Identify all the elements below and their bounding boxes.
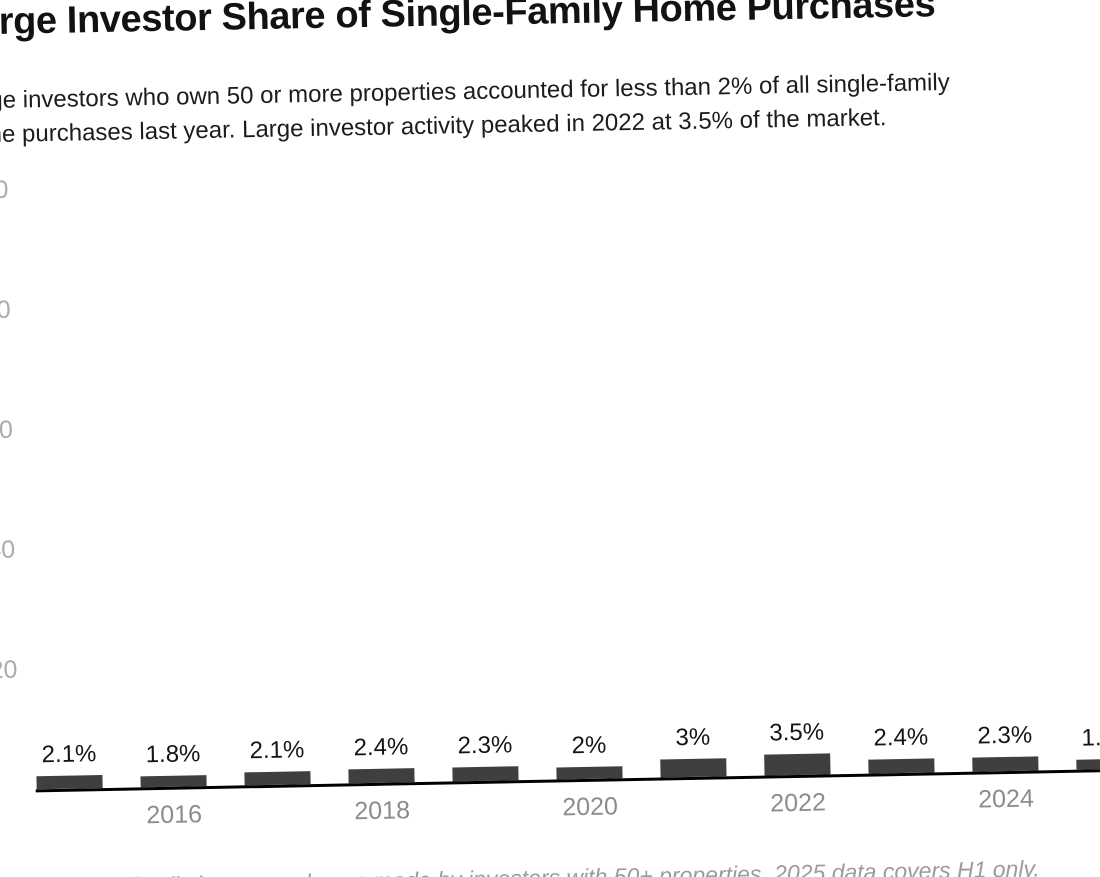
x-tick-label-2022: 2022 xyxy=(769,788,827,818)
value-label-2018: 2.4% xyxy=(353,732,409,761)
bar-2015 xyxy=(36,775,103,790)
bar-2025 xyxy=(1076,758,1100,770)
value-label-2019: 2.3% xyxy=(457,731,513,760)
value-label-2022: 3.5% xyxy=(769,718,825,747)
value-label-2017: 2.1% xyxy=(249,736,305,765)
bar-2018 xyxy=(348,767,415,784)
bar-2020 xyxy=(556,766,623,780)
value-label-2015: 2.1% xyxy=(41,740,97,769)
bar-2022 xyxy=(764,753,831,776)
bar-2024 xyxy=(972,756,1039,772)
value-label-2024: 2.3% xyxy=(977,721,1033,750)
bar-2017 xyxy=(244,771,311,786)
value-label-2021: 3% xyxy=(675,723,711,752)
bar-2019 xyxy=(452,766,519,782)
y-tick-label-40: 40 xyxy=(0,535,16,565)
bar-2023 xyxy=(868,757,935,774)
value-label-2025: 1.7% xyxy=(1081,723,1100,752)
y-tick-label-60: 60 xyxy=(0,415,14,445)
y-tick-label-100: 100 xyxy=(0,175,9,205)
value-label-2020: 2% xyxy=(571,731,607,760)
value-label-2023: 2.4% xyxy=(873,723,929,752)
value-label-2016: 1.8% xyxy=(145,740,201,769)
bar-2021 xyxy=(660,758,727,778)
x-tick-label-2024: 2024 xyxy=(977,784,1035,814)
x-tick-label-2020: 2020 xyxy=(562,792,619,822)
x-tick-label-2018: 2018 xyxy=(354,796,411,826)
y-tick-label-80: 80 xyxy=(0,295,11,325)
x-tick-label-2016: 2016 xyxy=(146,800,203,830)
y-tick-label-20: 20 xyxy=(0,655,18,685)
bar-2016 xyxy=(140,775,207,788)
